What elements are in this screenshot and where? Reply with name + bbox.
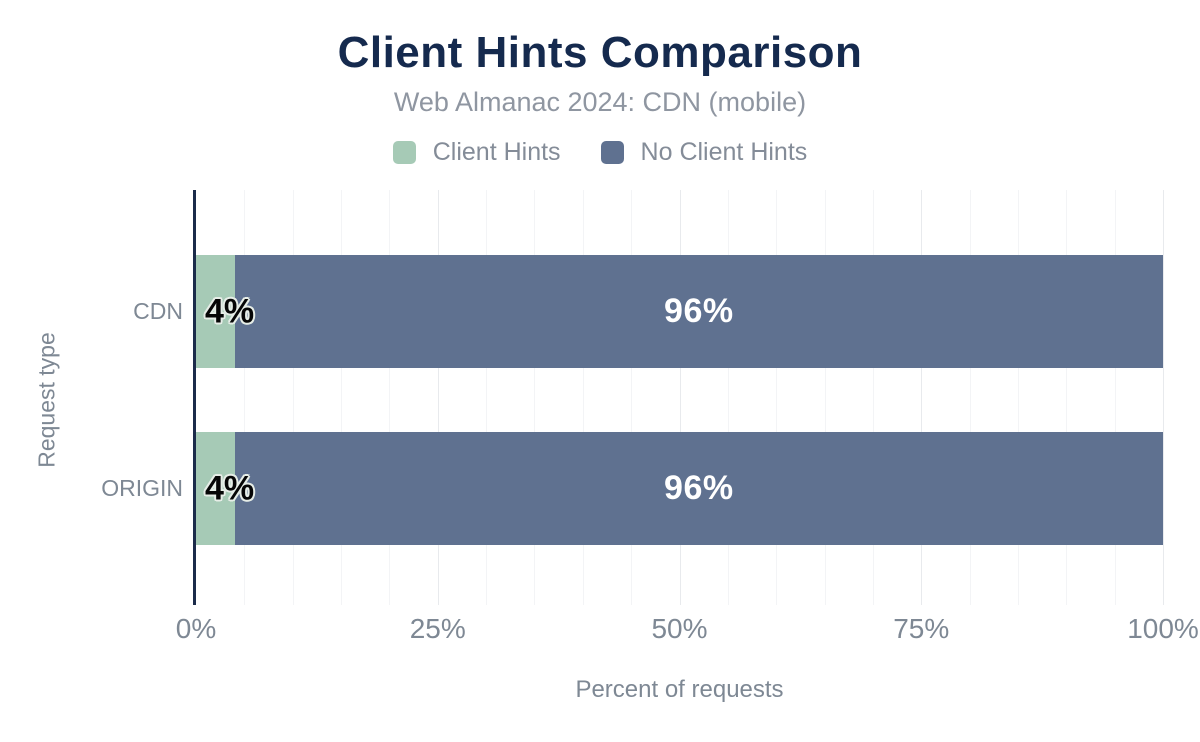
x-tick-50: 50% xyxy=(651,613,708,644)
gridline-15 xyxy=(341,190,343,605)
chart-title: Client Hints Comparison xyxy=(337,28,863,77)
bar-cdn-client-hints[interactable] xyxy=(196,255,235,368)
legend-label-no-client-hints: No Client Hints xyxy=(640,138,808,166)
gridline-75 xyxy=(921,190,923,605)
gridline-70 xyxy=(872,190,874,605)
gridline-5 xyxy=(244,190,246,605)
gridline-55 xyxy=(727,190,729,605)
gridline-10 xyxy=(292,190,294,605)
legend-label-client-hints: Client Hints xyxy=(432,138,561,166)
gridline-40 xyxy=(582,190,584,605)
category-label-origin: ORIGIN xyxy=(101,475,183,501)
legend-item-client-hints[interactable]: Client Hints xyxy=(392,138,561,167)
y-axis-title: Request type xyxy=(33,332,60,468)
value-label-cdn-client-hints: 4% xyxy=(205,292,255,330)
value-label-cdn-no-client-hints: 96% xyxy=(664,292,734,330)
x-axis-title: Percent of requests xyxy=(575,676,784,703)
gridline-80 xyxy=(969,190,971,605)
gridline-65 xyxy=(824,190,826,605)
gridline-85 xyxy=(1017,190,1019,605)
bar-cdn-no-client-hints[interactable]: 96% xyxy=(234,255,1163,368)
gridline-25 xyxy=(437,190,439,605)
gridline-95 xyxy=(1114,190,1116,605)
gridline-30 xyxy=(486,190,488,605)
gridline-60 xyxy=(776,190,778,605)
gridline-90 xyxy=(1066,190,1068,605)
bar-origin-no-client-hints[interactable]: 96% xyxy=(234,432,1163,545)
x-tick-75: 75% xyxy=(893,613,950,644)
legend-swatch-client-hints xyxy=(392,141,416,164)
x-tick-25: 25% xyxy=(409,613,466,644)
bar-row-origin: 96% 4% xyxy=(196,432,1163,545)
gridline-20 xyxy=(389,190,391,605)
x-tick-100: 100% xyxy=(1127,613,1199,644)
gridline-45 xyxy=(631,190,633,605)
gridline-50 xyxy=(679,190,681,605)
gridline-100 xyxy=(1163,190,1164,605)
x-axis-ticks: 0% 25% 50% 75% 100% xyxy=(176,613,1199,645)
legend-swatch-no-client-hints xyxy=(600,141,624,164)
x-tick-0: 0% xyxy=(175,613,217,644)
value-label-origin-client-hints: 4% xyxy=(205,469,255,507)
gridline-35 xyxy=(534,190,536,605)
legend-item-no-client-hints[interactable]: No Client Hints xyxy=(600,138,808,167)
bar-origin-client-hints[interactable] xyxy=(196,432,235,545)
y-axis-line xyxy=(193,190,196,605)
chart-subtitle: Web Almanac 2024: CDN (mobile) xyxy=(393,87,807,117)
legend: Client Hints No Client Hints xyxy=(0,138,1200,167)
plot-area: 96% 4% 96% 4% xyxy=(193,190,1164,605)
category-label-cdn: CDN xyxy=(133,298,183,324)
value-label-origin-no-client-hints: 96% xyxy=(664,469,734,507)
bar-row-cdn: 96% 4% xyxy=(196,255,1163,368)
